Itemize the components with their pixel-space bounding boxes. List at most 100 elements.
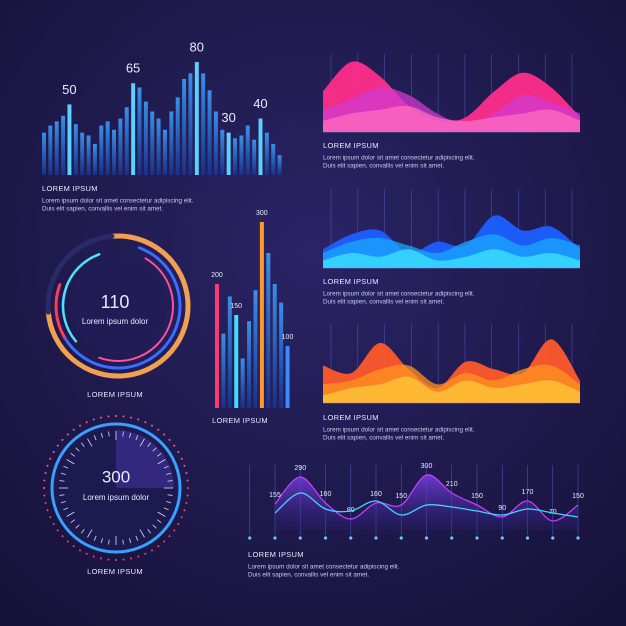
dot	[173, 529, 176, 532]
dot	[168, 535, 171, 538]
bar	[226, 132, 231, 175]
tick	[63, 465, 69, 469]
bar	[221, 333, 226, 408]
tick	[157, 511, 166, 517]
dot	[66, 540, 69, 543]
gauge-label: Lorem ipsum dolor	[82, 317, 149, 326]
dot	[187, 487, 189, 489]
dot	[46, 509, 49, 512]
dot	[100, 557, 103, 560]
tick	[122, 431, 124, 437]
dot	[92, 555, 95, 558]
axis-dot	[323, 536, 328, 540]
bar	[285, 346, 290, 408]
dot	[183, 509, 186, 512]
dot	[177, 451, 180, 453]
bar	[233, 138, 238, 175]
ring-arc	[45, 233, 115, 315]
axis-dot	[500, 536, 504, 540]
caption: Lorem ipsum dolor sit amet consectetur a…	[248, 564, 400, 571]
tick	[100, 432, 103, 438]
dot	[56, 529, 59, 532]
bar	[240, 358, 245, 408]
dot	[168, 438, 171, 441]
caption: Duis elit sapien, convallis vel enim sit…	[42, 206, 163, 213]
bar	[272, 284, 277, 408]
widget-title: LOREM IPSUM	[323, 277, 379, 286]
caption: Lorem ipsum dolor sit amet consectetur a…	[323, 427, 475, 434]
bar	[264, 132, 269, 175]
area	[323, 249, 580, 268]
tick	[166, 472, 172, 475]
data-label: 150	[230, 303, 242, 310]
ring-arc	[45, 233, 191, 379]
tick	[147, 529, 152, 534]
data-label: 210	[446, 481, 458, 488]
dot	[72, 545, 75, 548]
tick	[163, 507, 169, 511]
axis-dot	[374, 536, 378, 540]
bar	[258, 118, 263, 175]
widget-title: LOREM IPSUM	[87, 390, 143, 399]
dot	[144, 552, 147, 555]
caption: Duis elit sapien, convallis vel enim sit…	[323, 435, 444, 442]
dot	[129, 557, 132, 560]
bar	[227, 296, 232, 408]
dot	[107, 415, 110, 418]
widget-title: LOREM IPSUM	[87, 567, 143, 576]
bar	[67, 104, 72, 175]
bar	[277, 155, 282, 175]
tick	[129, 538, 132, 544]
axis-dot	[273, 536, 277, 540]
tick	[147, 442, 152, 447]
dot	[177, 523, 180, 525]
data-label: 160	[370, 491, 382, 498]
bar	[54, 121, 59, 175]
data-label: 150	[471, 493, 483, 500]
tick	[87, 529, 93, 538]
tick	[59, 494, 65, 496]
data-label: 150	[572, 493, 584, 500]
tick	[80, 529, 85, 534]
bar	[42, 132, 46, 175]
wedge	[116, 430, 174, 488]
tick	[157, 459, 166, 465]
tick	[135, 435, 139, 441]
tick	[66, 511, 75, 517]
dot	[173, 444, 176, 447]
dot	[151, 549, 153, 552]
inner-disc	[70, 258, 166, 354]
bar	[156, 118, 161, 175]
bar	[239, 135, 244, 175]
dot	[129, 416, 132, 419]
tick	[139, 529, 145, 538]
data-label: 40	[253, 96, 267, 111]
ring-arc	[61, 253, 101, 343]
tick	[70, 519, 75, 524]
tick	[66, 459, 75, 465]
dot	[61, 438, 64, 441]
tick	[122, 539, 124, 545]
tick	[167, 480, 173, 482]
dot	[137, 555, 140, 558]
dot	[157, 545, 160, 548]
tick	[135, 535, 139, 541]
bar	[220, 129, 225, 175]
axis-dot	[475, 536, 479, 540]
bar	[112, 129, 117, 175]
gauge-label: Lorem ipsum dolor	[83, 493, 150, 502]
data-label: 30	[221, 110, 235, 125]
tick	[100, 538, 103, 544]
dot	[157, 428, 160, 431]
dot	[52, 523, 55, 525]
caption: Lorem ipsum dolor sit amet consectetur a…	[323, 291, 475, 298]
bar	[73, 124, 78, 175]
caption: Duis elit sapien, convallis vel enim sit…	[248, 572, 369, 579]
ring-arc	[54, 283, 66, 339]
dot	[43, 494, 46, 497]
tick	[157, 452, 162, 457]
bar	[245, 125, 250, 175]
dot	[186, 479, 189, 482]
widget-title: LOREM IPSUM	[248, 550, 304, 559]
data-label: 80	[190, 39, 204, 54]
